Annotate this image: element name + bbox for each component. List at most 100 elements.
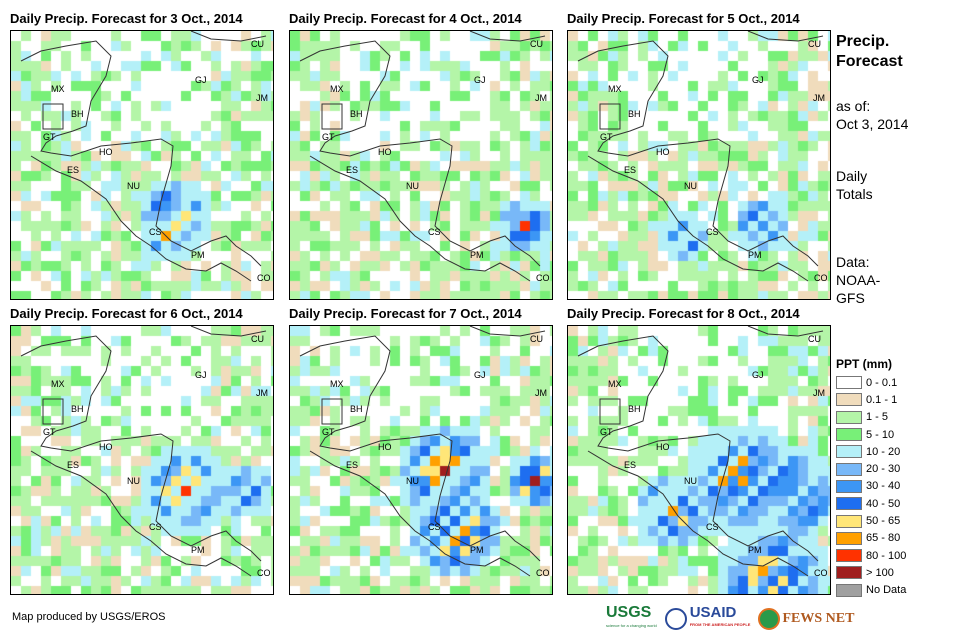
country-label: GJ	[195, 75, 207, 85]
map-credit: Map produced by USGS/EROS	[12, 611, 166, 623]
country-label: HO	[656, 147, 670, 157]
panel-title: Daily Precip. Forecast for 4 Oct., 2014	[289, 11, 522, 26]
country-label: CU	[530, 39, 543, 49]
country-label: CU	[808, 39, 821, 49]
precip-grid	[290, 326, 552, 594]
legend-swatch	[836, 376, 862, 390]
source-line-2: GFS	[836, 290, 865, 306]
coastline-borders	[577, 326, 824, 577]
country-label: MX	[608, 84, 622, 94]
country-label: ES	[67, 460, 80, 470]
country-label: BH	[71, 109, 84, 119]
country-label: BH	[628, 404, 641, 414]
country-label: CU	[530, 334, 543, 344]
legend-item: 20 - 30	[836, 460, 906, 477]
forecast-map-panel: MX BH GT HO ES NU CS PM GJ CU JM CO	[567, 30, 831, 300]
country-label: HO	[378, 442, 392, 452]
precip-grid	[290, 31, 552, 299]
country-label: GT	[600, 132, 613, 142]
coastline-borders	[299, 31, 546, 282]
country-label: ES	[624, 165, 637, 175]
forecast-map-panel: MX BH GT HO ES NU CS PM GJ CU JM CO	[289, 325, 553, 595]
legend-item: 0.1 - 1	[836, 391, 906, 408]
panel-title: Daily Precip. Forecast for 8 Oct., 2014	[567, 306, 800, 321]
panel-title: Daily Precip. Forecast for 6 Oct., 2014	[10, 306, 243, 321]
country-label: GJ	[474, 75, 486, 85]
country-label: MX	[608, 379, 622, 389]
legend-item: No Data	[836, 582, 906, 599]
legend-label: 40 - 50	[866, 497, 901, 510]
legend-label: > 100	[866, 566, 894, 579]
legend-item: 1 - 5	[836, 409, 906, 426]
country-label: CO	[536, 273, 550, 283]
legend-item: 80 - 100	[836, 547, 906, 564]
precip-grid	[568, 31, 830, 299]
daily-label: Daily	[836, 168, 868, 184]
daily-totals-note: Daily Totals	[836, 167, 873, 203]
precip-grid	[568, 326, 830, 594]
forecast-map-panel: MX BH GT HO ES NU CS PM GJ CU JM CO	[10, 325, 274, 595]
country-label: GT	[43, 132, 56, 142]
legend-swatch	[836, 462, 862, 476]
totals-label: Totals	[836, 186, 873, 202]
country-label: NU	[406, 476, 419, 486]
country-label: HO	[378, 147, 392, 157]
legend-label: 5 - 10	[866, 428, 895, 441]
country-label: GJ	[752, 370, 764, 380]
country-label: JM	[256, 93, 268, 103]
legend-label: 0 - 0.1	[866, 376, 898, 389]
country-label: MX	[330, 379, 344, 389]
country-label: ES	[67, 165, 80, 175]
country-label: JM	[535, 93, 547, 103]
legend-swatch	[836, 497, 862, 511]
legend-label: 1 - 5	[866, 411, 889, 424]
country-label: JM	[535, 388, 547, 398]
data-label: Data:	[836, 254, 870, 270]
country-label: NU	[127, 476, 140, 486]
legend-item: 10 - 20	[836, 443, 906, 460]
coastline-borders	[577, 31, 824, 282]
country-label: CO	[257, 273, 271, 283]
legend: PPT (mm) 0 - 0.1 0.1 - 1 1 - 5 5 - 10 10 - 2…	[836, 357, 906, 599]
country-label: HO	[99, 147, 113, 157]
coastline-borders	[20, 326, 267, 577]
legend-item: 65 - 80	[836, 530, 906, 547]
forecast-map-panel: MX BH GT HO ES NU CS PM GJ CU JM CO	[10, 30, 274, 300]
country-label: PM	[191, 250, 205, 260]
country-label: PM	[748, 545, 762, 555]
country-label: JM	[256, 388, 268, 398]
fewsnet-logo: FEWS NET	[758, 608, 854, 630]
country-label: JM	[813, 93, 825, 103]
legend-swatch	[836, 445, 862, 459]
country-label: CU	[808, 334, 821, 344]
coastline-borders	[20, 31, 267, 282]
country-label: PM	[470, 545, 484, 555]
legend-swatch	[836, 566, 862, 580]
legend-swatch	[836, 479, 862, 493]
legend-item: 0 - 0.1	[836, 374, 906, 391]
source-line-1: NOAA-	[836, 272, 881, 288]
legend-label: 65 - 80	[866, 532, 901, 545]
country-label: CS	[149, 522, 162, 532]
country-label: CU	[251, 39, 264, 49]
country-label: ES	[346, 165, 359, 175]
precip-grid	[11, 326, 273, 594]
country-label: GT	[600, 427, 613, 437]
country-label: NU	[127, 181, 140, 191]
usgs-logo: USGS science for a changing world	[606, 604, 657, 629]
country-label: PM	[470, 250, 484, 260]
legend-label: No Data	[866, 584, 907, 597]
country-label: NU	[406, 181, 419, 191]
country-label: MX	[51, 379, 65, 389]
country-label: ES	[624, 460, 637, 470]
logos: USGS science for a changing world USAID FR…	[606, 604, 854, 632]
country-label: BH	[350, 404, 363, 414]
panel-title: Daily Precip. Forecast for 5 Oct., 2014	[567, 11, 800, 26]
country-label: MX	[51, 84, 65, 94]
country-label: BH	[350, 109, 363, 119]
legend-swatch	[836, 583, 862, 597]
country-label: ES	[346, 460, 359, 470]
legend-item: 40 - 50	[836, 495, 906, 512]
precip-grid	[11, 31, 273, 299]
panel-title: Daily Precip. Forecast for 7 Oct., 2014	[289, 306, 522, 321]
